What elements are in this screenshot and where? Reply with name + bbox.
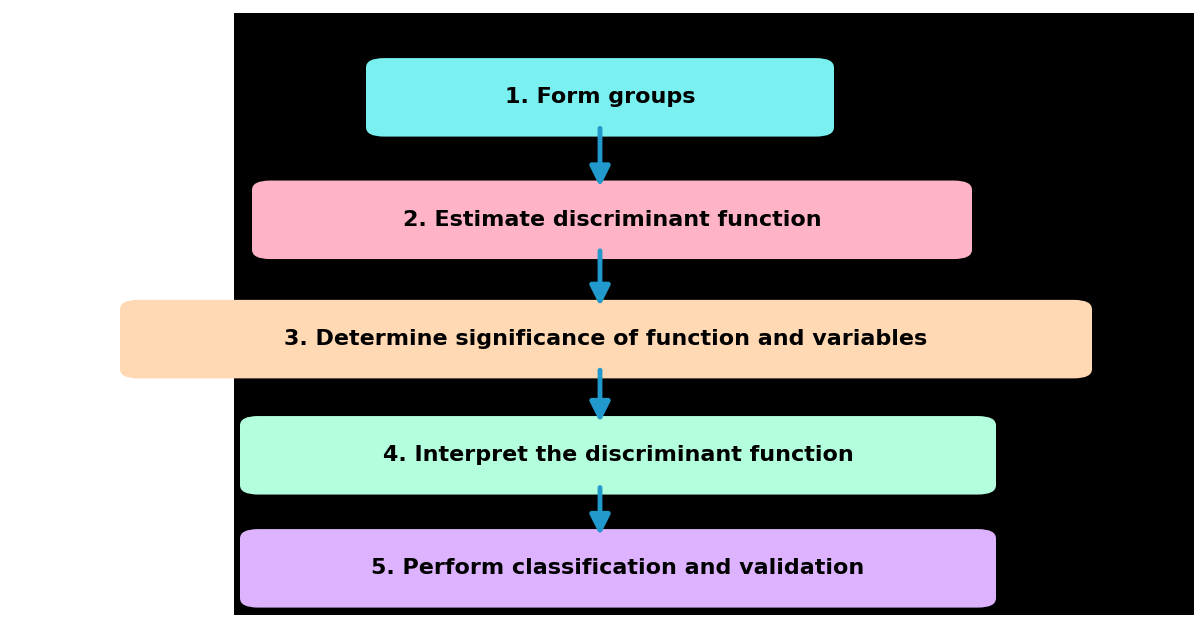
- FancyBboxPatch shape: [120, 300, 1092, 378]
- Text: 1. Form groups: 1. Form groups: [505, 87, 695, 107]
- FancyBboxPatch shape: [240, 416, 996, 495]
- FancyBboxPatch shape: [366, 58, 834, 137]
- Text: 5. Perform classification and validation: 5. Perform classification and validation: [371, 558, 865, 578]
- FancyBboxPatch shape: [252, 181, 972, 259]
- Text: 2. Estimate discriminant function: 2. Estimate discriminant function: [403, 210, 821, 230]
- FancyBboxPatch shape: [240, 529, 996, 608]
- Text: 4. Interpret the discriminant function: 4. Interpret the discriminant function: [383, 445, 853, 465]
- Text: 3. Determine significance of function and variables: 3. Determine significance of function an…: [284, 329, 928, 349]
